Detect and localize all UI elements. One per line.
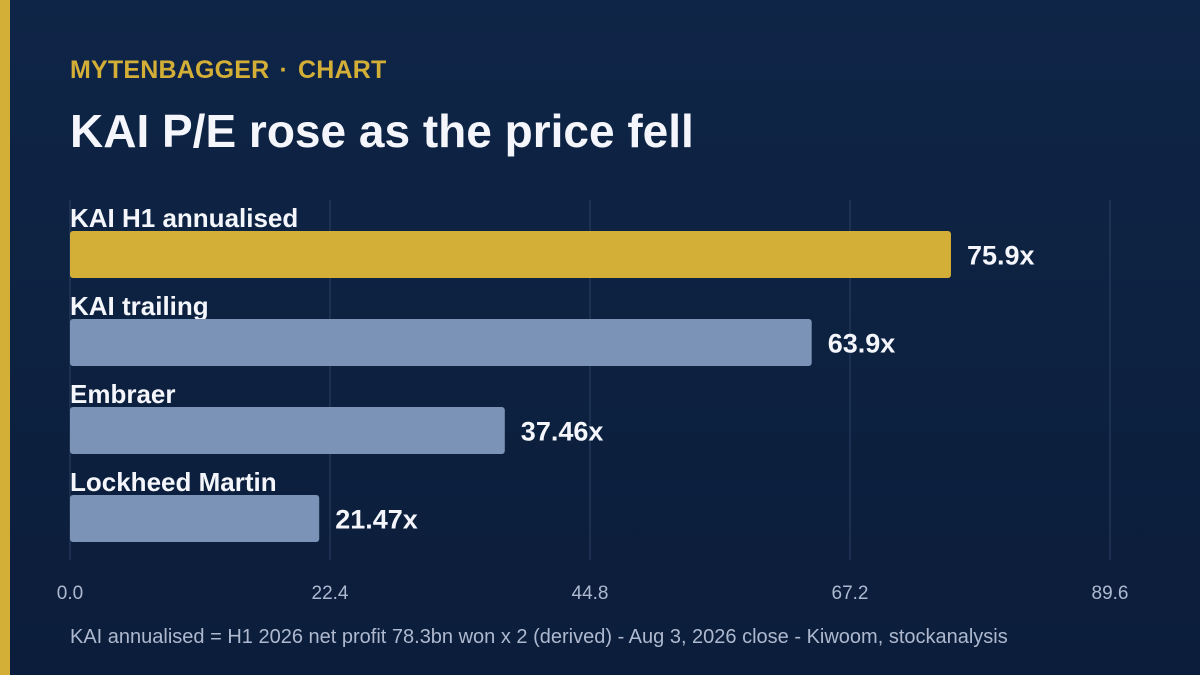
bars: KAI H1 annualised 75.9x KAI trailing 63.9x E… [70,203,1035,542]
x-axis-ticks: 0.0 22.4 44.8 67.2 89.6 [57,583,1129,604]
bar [70,319,812,366]
value-label: 21.47x [335,505,418,535]
category-label: Embraer [70,379,176,409]
category-label: KAI trailing [70,291,209,321]
category-label: KAI H1 annualised [70,203,298,233]
x-tick-label: 22.4 [312,583,349,604]
footnote: KAI annualised = H1 2026 net profit 78.3… [70,626,1008,648]
chart-title: KAI P/E rose as the price fell [70,105,694,157]
bar [70,407,505,454]
x-tick-label: 89.6 [1092,583,1129,604]
category-label: Lockheed Martin [70,467,277,497]
bar [70,231,951,278]
value-label: 75.9x [967,241,1035,271]
x-tick-label: 0.0 [57,583,83,604]
kicker: MYTENBAGGER · CHART [70,56,386,85]
x-tick-label: 44.8 [572,583,609,604]
accent-stripe [0,0,10,675]
x-tick-label: 67.2 [832,583,869,604]
kicker-brand: MYTENBAGGER [70,56,270,84]
bar [70,495,320,542]
kicker-section: CHART [297,56,387,84]
value-label: 63.9x [828,329,896,359]
value-label: 37.46x [521,417,604,447]
kicker-separator: · [279,56,288,84]
